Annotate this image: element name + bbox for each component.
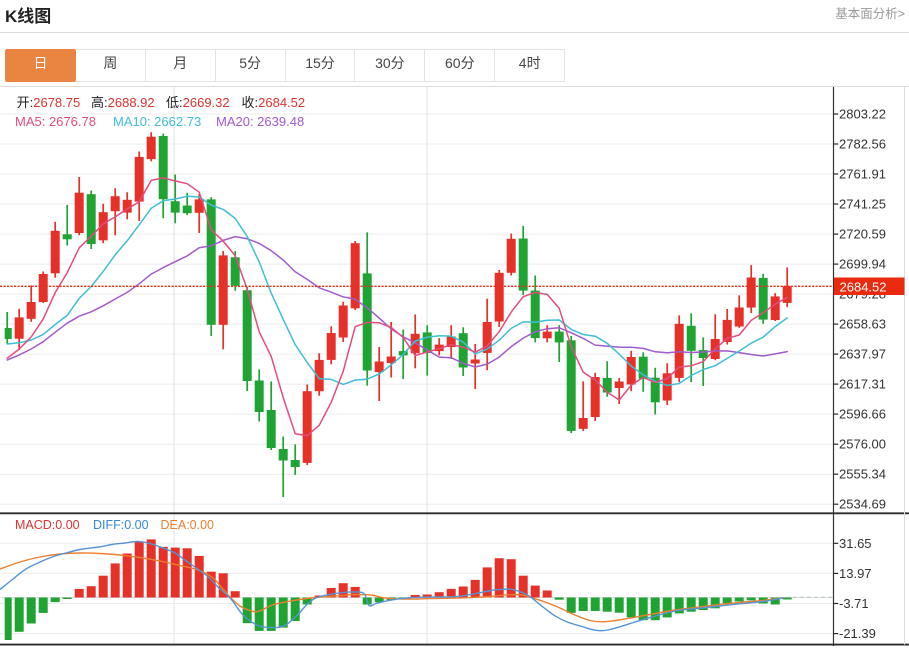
svg-text:13.97: 13.97: [839, 566, 872, 581]
svg-text:2684.52: 2684.52: [840, 280, 887, 295]
svg-text:31.65: 31.65: [839, 536, 872, 551]
svg-text:2741.25: 2741.25: [839, 197, 886, 212]
svg-text:2658.63: 2658.63: [839, 317, 886, 332]
svg-text:2720.59: 2720.59: [839, 227, 886, 242]
svg-text:2576.00: 2576.00: [839, 437, 886, 452]
svg-text:-3.71: -3.71: [839, 596, 869, 611]
svg-text:-21.39: -21.39: [839, 626, 876, 641]
svg-text:2637.97: 2637.97: [839, 347, 886, 362]
svg-text:2761.91: 2761.91: [839, 167, 886, 182]
svg-text:2596.66: 2596.66: [839, 407, 886, 422]
svg-text:2555.34: 2555.34: [839, 467, 886, 482]
svg-text:2617.31: 2617.31: [839, 377, 886, 392]
svg-text:2699.94: 2699.94: [839, 257, 886, 272]
svg-text:2803.22: 2803.22: [839, 107, 886, 122]
svg-text:2534.69: 2534.69: [839, 497, 886, 512]
svg-text:2782.56: 2782.56: [839, 137, 886, 152]
